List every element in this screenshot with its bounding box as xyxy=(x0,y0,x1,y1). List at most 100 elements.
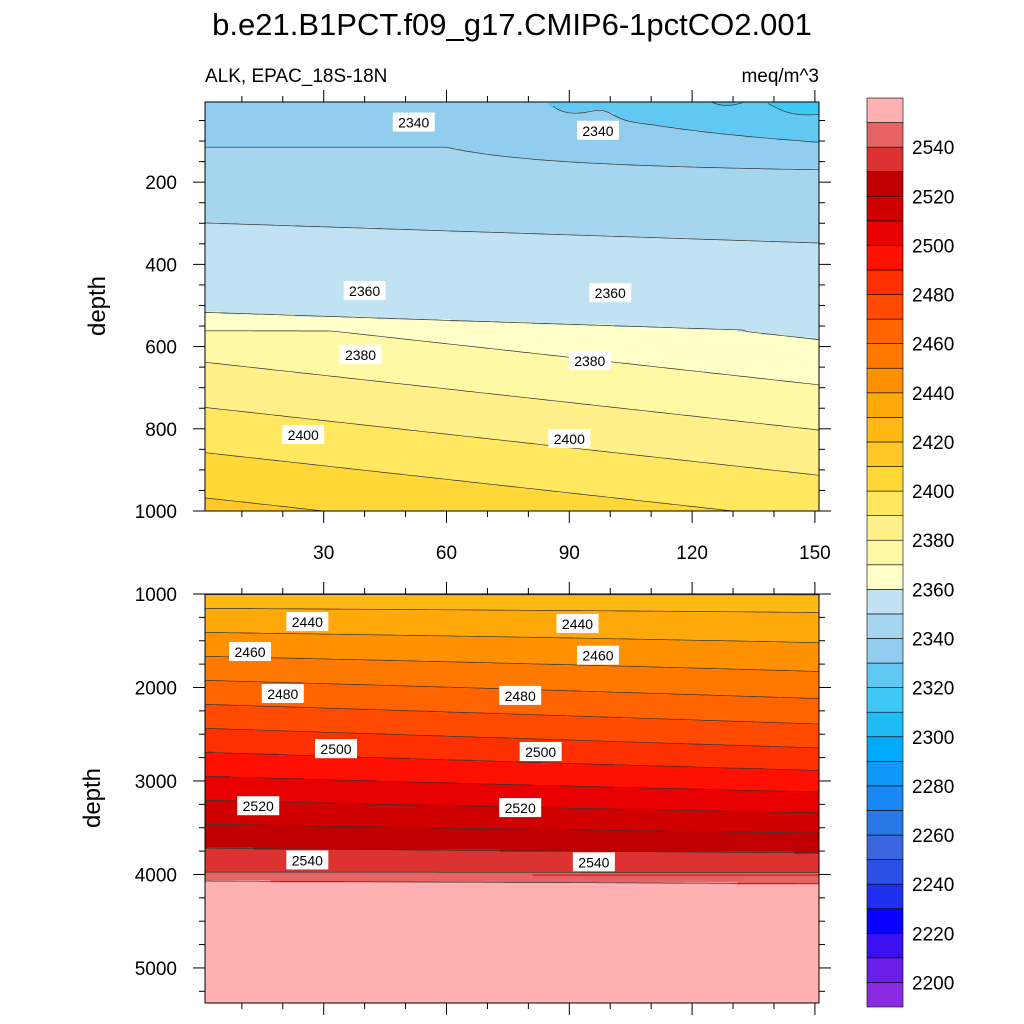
contour-cell xyxy=(647,158,656,162)
contour-cell xyxy=(647,117,656,121)
contour-cell xyxy=(704,142,714,147)
contour-cell xyxy=(597,247,607,251)
contour-cell xyxy=(376,183,386,187)
contour-cell xyxy=(769,150,779,154)
contour-cell xyxy=(499,211,509,216)
contour-cell xyxy=(597,222,607,226)
contour-cell xyxy=(589,148,599,152)
contour-cell xyxy=(516,227,525,231)
contour-cell xyxy=(589,211,599,216)
contour-cell xyxy=(442,191,452,195)
contour-cell xyxy=(548,217,558,221)
contour-cell xyxy=(532,227,542,231)
contour-cell xyxy=(483,201,493,205)
contour-cell xyxy=(352,250,362,254)
contour-cell xyxy=(663,165,673,170)
contour-cell xyxy=(213,142,222,147)
contour-cell xyxy=(548,168,558,172)
contour-cell xyxy=(548,194,558,198)
contour-cell xyxy=(679,196,689,200)
contour-cell xyxy=(311,196,321,200)
contour-cell xyxy=(442,117,452,121)
contour-cell xyxy=(368,222,378,226)
contour-cell xyxy=(712,232,722,236)
contour-cell xyxy=(778,194,787,198)
contour-cell xyxy=(360,186,370,190)
contour-cell xyxy=(688,125,697,129)
contour-cell xyxy=(720,137,730,141)
contour-cell xyxy=(647,112,656,116)
contour-cell xyxy=(688,109,697,113)
contour-cell xyxy=(344,240,353,244)
contour-cell xyxy=(303,158,313,162)
contour-cell xyxy=(557,206,566,210)
contour-cell xyxy=(393,153,403,157)
contour-cell xyxy=(761,163,771,167)
contour-cell xyxy=(663,119,673,124)
contour-cell xyxy=(205,107,214,111)
contour-cell xyxy=(573,217,583,221)
contour-cell xyxy=(647,140,656,144)
contour-cell xyxy=(319,219,329,223)
contour-cell xyxy=(335,209,345,213)
contour-cell xyxy=(262,171,272,175)
contour-cell xyxy=(434,165,444,170)
contour-cell xyxy=(540,155,550,159)
contour-cell xyxy=(491,137,501,141)
contour-cell xyxy=(237,168,247,172)
contour-cell xyxy=(286,173,296,177)
contour-cell xyxy=(442,186,452,190)
contour-cell xyxy=(663,102,673,106)
contour-cell xyxy=(450,214,460,218)
contour-cell xyxy=(696,240,705,244)
contour-cell xyxy=(270,206,280,210)
contour-cell xyxy=(295,130,304,134)
contour-cell xyxy=(245,122,255,126)
contour-cell xyxy=(532,168,542,172)
contour-cell xyxy=(728,119,738,124)
contour-cell xyxy=(802,125,812,129)
contour-cell xyxy=(483,114,493,118)
contour-cell xyxy=(409,165,419,170)
contour-cell xyxy=(401,163,411,167)
contour-cell xyxy=(360,181,370,185)
contour-cell xyxy=(352,217,362,221)
contour-cell xyxy=(540,240,550,244)
contour-cell xyxy=(352,224,362,228)
contour-cell xyxy=(679,227,689,231)
contour-cell xyxy=(728,181,738,185)
contour-cell xyxy=(475,155,484,159)
contour-cell xyxy=(794,145,804,149)
contour-cell xyxy=(417,240,427,244)
contour-cell xyxy=(229,104,239,108)
contour-cell xyxy=(295,183,304,187)
contour-cell xyxy=(728,107,738,111)
contour-cell xyxy=(745,160,755,164)
contour-cell xyxy=(458,114,468,118)
contour-cell xyxy=(794,229,804,233)
contour-cell xyxy=(728,240,738,244)
contour-cell xyxy=(737,201,746,205)
contour-cell xyxy=(737,211,746,216)
contour-cell xyxy=(319,125,329,129)
contour-cell xyxy=(352,196,362,200)
contour-cell xyxy=(499,219,509,223)
contour-cell xyxy=(655,127,665,131)
contour-cell xyxy=(622,130,632,134)
contour-cell xyxy=(769,148,779,152)
contour-cell xyxy=(213,196,222,200)
contour-cell xyxy=(237,211,247,216)
contour-cell xyxy=(671,163,681,167)
contour-cell xyxy=(573,142,583,147)
contour-cell xyxy=(450,153,460,157)
contour-cell xyxy=(712,191,722,195)
contour-cell xyxy=(728,201,738,205)
contour-cell xyxy=(278,227,288,231)
contour-cell xyxy=(491,250,501,254)
contour-cell xyxy=(401,206,411,210)
contour-cell xyxy=(761,237,771,241)
contour-cell xyxy=(712,227,722,231)
contour-cell xyxy=(442,183,452,187)
contour-cell xyxy=(647,217,656,221)
contour-cell xyxy=(802,247,812,251)
